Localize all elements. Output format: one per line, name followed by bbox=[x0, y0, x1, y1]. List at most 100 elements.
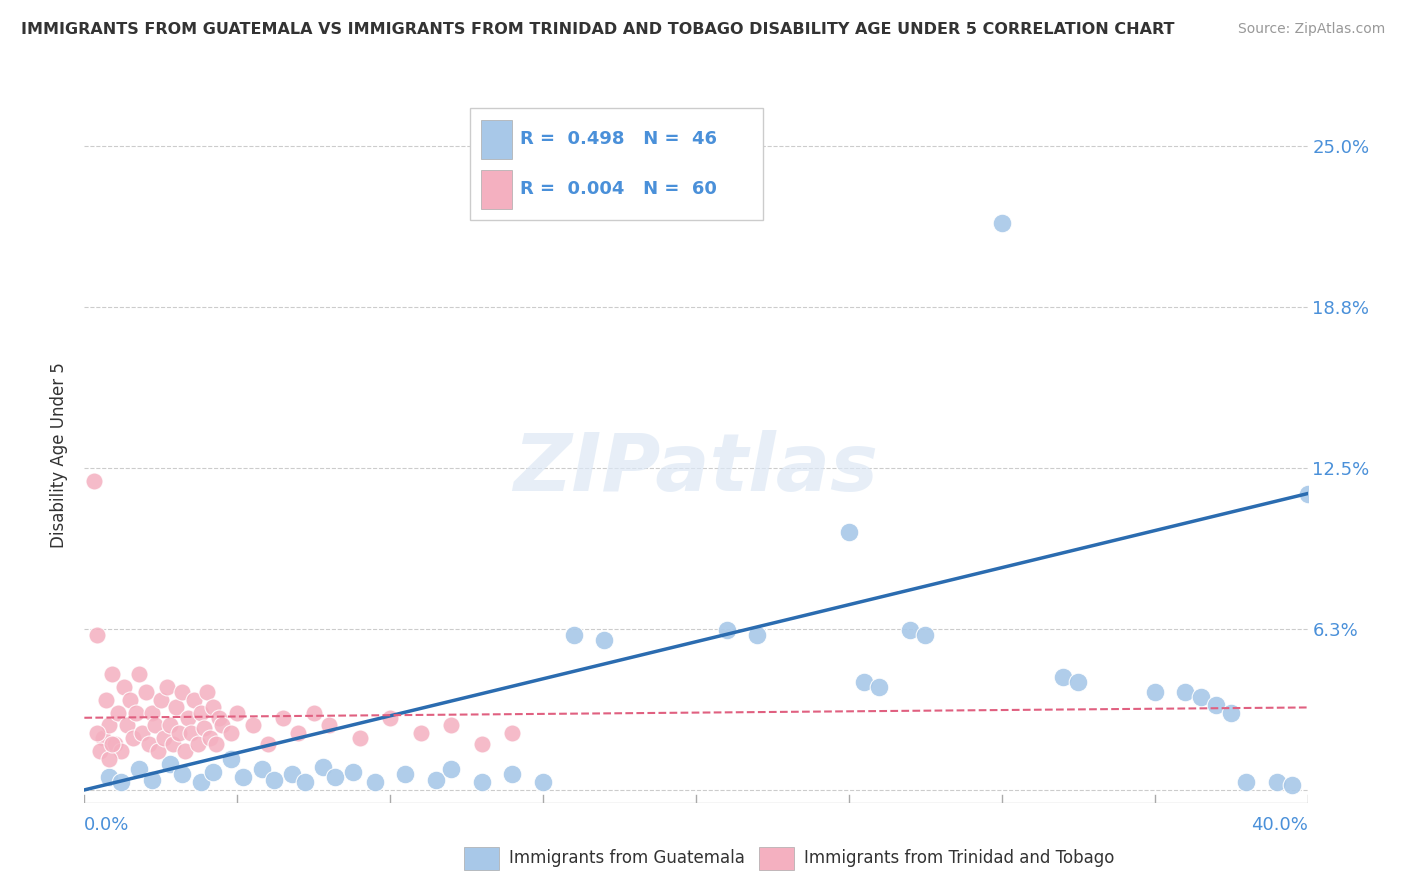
Point bbox=[502, 726, 524, 740]
Point bbox=[250, 762, 273, 776]
Point bbox=[141, 706, 163, 720]
Point bbox=[97, 770, 120, 784]
Point bbox=[146, 744, 169, 758]
Point bbox=[1067, 674, 1090, 689]
Point bbox=[281, 767, 304, 781]
Point bbox=[86, 726, 108, 740]
Point bbox=[172, 767, 194, 781]
Point bbox=[318, 718, 340, 732]
Point bbox=[180, 726, 202, 740]
Point bbox=[562, 628, 585, 642]
Point bbox=[425, 772, 447, 787]
Text: IMMIGRANTS FROM GUATEMALA VS IMMIGRANTS FROM TRINIDAD AND TOBAGO DISABILITY AGE : IMMIGRANTS FROM GUATEMALA VS IMMIGRANTS … bbox=[21, 22, 1174, 37]
Point bbox=[1281, 778, 1303, 792]
Point bbox=[1265, 775, 1288, 789]
Point bbox=[991, 216, 1014, 230]
Point bbox=[364, 775, 387, 789]
Point bbox=[226, 706, 249, 720]
Point bbox=[294, 775, 316, 789]
Point bbox=[149, 692, 172, 706]
Point bbox=[312, 760, 335, 774]
Point bbox=[101, 667, 124, 681]
Point bbox=[141, 772, 163, 787]
Point bbox=[914, 628, 936, 642]
Point bbox=[201, 764, 224, 779]
Text: 40.0%: 40.0% bbox=[1251, 816, 1308, 834]
Point bbox=[1174, 685, 1197, 699]
Point bbox=[205, 737, 228, 751]
Point bbox=[716, 623, 738, 637]
Point bbox=[97, 718, 120, 732]
Point bbox=[853, 674, 876, 689]
Point bbox=[107, 706, 129, 720]
Point bbox=[165, 700, 187, 714]
Point bbox=[156, 680, 179, 694]
Point bbox=[838, 525, 860, 540]
Text: Immigrants from Guatemala: Immigrants from Guatemala bbox=[509, 849, 745, 867]
Point bbox=[190, 775, 212, 789]
Text: Immigrants from Trinidad and Tobago: Immigrants from Trinidad and Tobago bbox=[804, 849, 1115, 867]
Point bbox=[177, 711, 200, 725]
Point bbox=[342, 764, 364, 779]
Point bbox=[869, 680, 891, 694]
Point bbox=[531, 775, 554, 789]
Point bbox=[94, 692, 117, 706]
Point bbox=[120, 692, 142, 706]
Point bbox=[394, 767, 416, 781]
Point bbox=[186, 737, 208, 751]
Point bbox=[131, 726, 153, 740]
Point bbox=[219, 726, 242, 740]
Point bbox=[167, 726, 190, 740]
Point bbox=[122, 731, 145, 746]
Point bbox=[1052, 669, 1074, 683]
Point bbox=[89, 744, 111, 758]
Point bbox=[110, 744, 132, 758]
Point bbox=[162, 737, 184, 751]
Point bbox=[195, 685, 218, 699]
Point bbox=[174, 744, 197, 758]
Point bbox=[409, 726, 432, 740]
Point bbox=[1189, 690, 1212, 705]
Point bbox=[112, 680, 135, 694]
Point bbox=[91, 731, 114, 746]
Text: 0.0%: 0.0% bbox=[84, 816, 129, 834]
Point bbox=[201, 700, 224, 714]
Point bbox=[1220, 706, 1243, 720]
Point bbox=[159, 757, 181, 772]
Point bbox=[1358, 486, 1381, 500]
Point bbox=[138, 737, 160, 751]
Point bbox=[593, 633, 616, 648]
Point bbox=[135, 685, 157, 699]
Point bbox=[101, 737, 124, 751]
Text: Source: ZipAtlas.com: Source: ZipAtlas.com bbox=[1237, 22, 1385, 37]
Point bbox=[172, 685, 194, 699]
Point bbox=[1296, 486, 1319, 500]
Point bbox=[232, 770, 254, 784]
Point bbox=[193, 721, 215, 735]
Text: R =  0.498   N =  46: R = 0.498 N = 46 bbox=[520, 130, 717, 148]
Point bbox=[323, 770, 346, 784]
Point bbox=[143, 718, 166, 732]
Point bbox=[159, 718, 181, 732]
Point bbox=[198, 731, 221, 746]
Point bbox=[471, 737, 494, 751]
Point bbox=[153, 731, 176, 746]
Point bbox=[104, 737, 127, 751]
Point bbox=[257, 737, 280, 751]
Point bbox=[502, 767, 524, 781]
Point bbox=[110, 775, 132, 789]
Point bbox=[125, 706, 148, 720]
Point bbox=[128, 762, 150, 776]
Point bbox=[1143, 685, 1166, 699]
Point bbox=[115, 718, 138, 732]
Point bbox=[287, 726, 309, 740]
Point bbox=[211, 718, 233, 732]
Point bbox=[440, 718, 463, 732]
Text: ZIPatlas: ZIPatlas bbox=[513, 430, 879, 508]
Point bbox=[440, 762, 463, 776]
Point bbox=[263, 772, 285, 787]
Point bbox=[271, 711, 294, 725]
Y-axis label: Disability Age Under 5: Disability Age Under 5 bbox=[51, 362, 69, 548]
Point bbox=[380, 711, 402, 725]
Point bbox=[242, 718, 264, 732]
